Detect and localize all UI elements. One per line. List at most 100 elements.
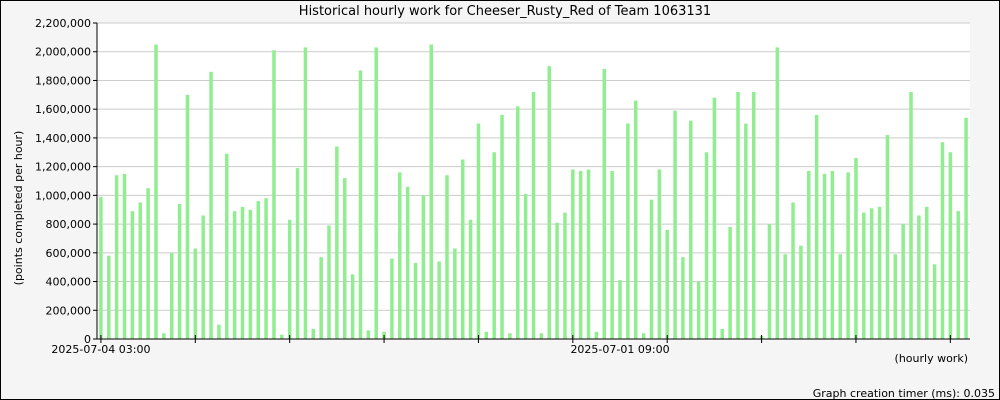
y-tick-label: 1,200,000: [35, 161, 91, 174]
bar: [964, 117, 968, 339]
bar: [468, 219, 473, 339]
y-axis: 0 200,000 400,000 600,000 800,000 1,000,000 1,…: [35, 17, 97, 346]
bar: [696, 281, 701, 339]
y-tick-label: 0: [84, 333, 91, 346]
bar: [720, 328, 725, 339]
bar: [563, 212, 567, 339]
bar: [539, 333, 544, 339]
bar: [492, 152, 496, 339]
x-tick-label: 2025-07-01 09:00: [570, 343, 669, 356]
bar: [846, 172, 850, 339]
bar: [374, 47, 378, 340]
bar: [256, 201, 260, 339]
bar: [421, 195, 426, 339]
bar: [413, 262, 418, 339]
bar: [854, 158, 858, 339]
bar: [460, 159, 465, 339]
bar: [893, 254, 898, 339]
bar: [130, 211, 135, 339]
bar: [791, 202, 795, 339]
bar: [877, 206, 882, 339]
graph-timer-text: Graph creation timer (ms): 0.035: [813, 387, 995, 400]
bar: [862, 212, 866, 339]
bar: [453, 248, 457, 339]
bar: [626, 123, 630, 339]
bar: [586, 169, 591, 339]
bar: [838, 254, 842, 339]
bar: [232, 211, 237, 339]
bar: [917, 215, 921, 339]
bar: [500, 114, 504, 340]
bar: [602, 68, 607, 340]
bar: [956, 211, 960, 339]
bar: [736, 91, 740, 339]
bar: [901, 224, 905, 339]
bar: [657, 169, 662, 339]
bar: [578, 170, 583, 339]
y-tick-label: 2,200,000: [35, 17, 91, 30]
bar: [869, 208, 874, 339]
bar: [146, 188, 150, 339]
bar: [649, 199, 654, 339]
bar: [948, 152, 953, 339]
bar: [366, 330, 371, 339]
bar: [751, 91, 756, 339]
bar: [704, 152, 709, 339]
bar: [114, 175, 119, 339]
x-tick-label: 2025-07-04 03:00: [51, 343, 150, 356]
bar: [885, 135, 890, 339]
y-tick-label: 2,000,000: [35, 46, 91, 59]
bar: [744, 123, 748, 339]
y-tick-label: 1,800,000: [35, 74, 91, 87]
y-tick-label: 800,000: [46, 218, 92, 231]
bar: [185, 94, 190, 339]
bar: [429, 44, 434, 340]
bar: [523, 193, 528, 339]
bar: [201, 215, 205, 339]
bar: [531, 91, 536, 339]
bar: [193, 248, 198, 339]
y-tick-label: 600,000: [46, 247, 92, 260]
bar: [633, 100, 638, 339]
bar: [555, 222, 559, 339]
bar: [618, 280, 622, 339]
bar: [122, 173, 127, 339]
bar: [932, 264, 937, 339]
x-axis-label: (hourly work): [895, 352, 968, 365]
bar: [295, 168, 300, 339]
bar: [405, 186, 410, 339]
bar: [162, 333, 166, 339]
bar: [476, 123, 481, 339]
bar: [169, 252, 174, 339]
bar: [673, 110, 677, 340]
bar: [138, 202, 143, 339]
bar: [209, 71, 213, 339]
bar: [445, 175, 449, 339]
y-tick-label: 1,400,000: [35, 132, 91, 145]
bar: [217, 324, 221, 339]
bar: [107, 255, 111, 339]
bar: [398, 172, 402, 339]
bar: [358, 70, 363, 340]
bar: [311, 328, 316, 339]
bar: [484, 331, 489, 339]
bar: [940, 142, 945, 339]
bar: [319, 257, 323, 339]
bar: [335, 146, 339, 339]
bar: [814, 114, 819, 340]
bar: [807, 170, 811, 339]
bar: [728, 226, 732, 339]
bar: [280, 334, 284, 339]
bar: [712, 97, 717, 339]
bar: [681, 257, 685, 339]
bar: [830, 170, 835, 339]
bar: [287, 219, 292, 339]
bar: [264, 198, 268, 339]
bar-series: [99, 44, 968, 340]
bar: [342, 178, 347, 339]
bar: [909, 91, 913, 339]
bar: [822, 173, 827, 339]
bar: [924, 206, 929, 339]
